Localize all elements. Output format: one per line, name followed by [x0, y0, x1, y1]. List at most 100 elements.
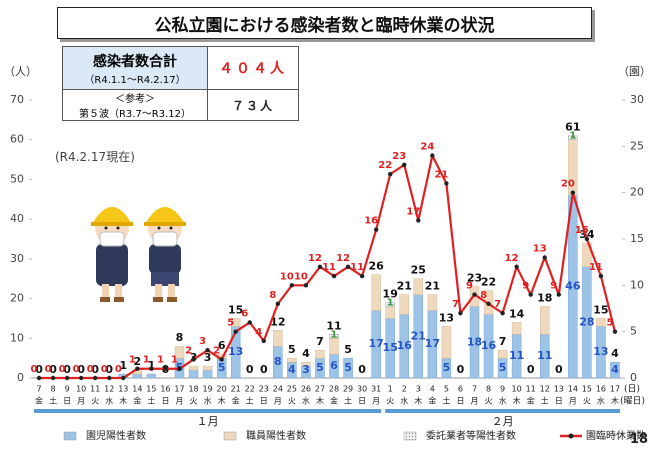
ref-label: ＜参考＞ — [115, 94, 155, 105]
total-label: 23 — [467, 272, 482, 285]
x-tick-label: 12 — [104, 385, 114, 394]
total-label: 0 — [457, 363, 465, 376]
month-label: １月 — [197, 415, 219, 428]
weekday-unit-label: (曜日) — [620, 396, 645, 407]
weekday-label: 日 — [161, 397, 169, 406]
x-tick-label: 23 — [259, 385, 269, 394]
line-label: 12 — [505, 253, 519, 264]
bar-segment — [343, 357, 353, 379]
line-label: 11 — [322, 262, 336, 273]
bar-segment — [596, 318, 606, 327]
y-tick-label: 40 — [10, 212, 24, 225]
bar-segment — [539, 306, 550, 335]
line-point — [177, 366, 182, 371]
children-label: 8 — [274, 355, 282, 368]
y-tick-label: 0 — [17, 371, 24, 384]
line-label: 0 — [45, 364, 52, 375]
line-label: 8 — [269, 290, 276, 301]
y2-tick-label: 10 — [630, 278, 644, 291]
weekday-label: 月 — [372, 397, 380, 406]
children-label: 4 — [288, 363, 296, 376]
x-tick-label: 10 — [512, 385, 522, 394]
total-label: 6 — [218, 339, 226, 352]
line-label: 11 — [589, 262, 603, 273]
total-label: 13 — [439, 311, 454, 324]
line-label: 1 — [129, 355, 136, 366]
y-tick-label: 20 — [10, 292, 24, 305]
total-label: 15 — [228, 303, 243, 316]
line-label: 8 — [480, 290, 487, 301]
line-label: 21 — [434, 169, 448, 180]
weekday-label: 木 — [414, 396, 422, 406]
bar-segment — [596, 326, 606, 379]
bar-segment — [385, 306, 395, 319]
line-point — [584, 236, 590, 242]
line-label: 7 — [452, 299, 459, 310]
total-label: 0 — [527, 363, 535, 376]
x-tick-label: 17 — [610, 385, 620, 394]
line-point — [500, 310, 505, 316]
bar-segment — [497, 349, 508, 359]
total-label: 7 — [316, 335, 324, 348]
line-label: 0 — [115, 364, 122, 375]
bar-segment — [273, 330, 283, 347]
x-tick-label: 9 — [500, 385, 505, 394]
line-label: 20 — [561, 179, 575, 190]
total-label: 0 — [77, 363, 85, 376]
weekday-label: 火 — [583, 397, 591, 406]
weekday-label: 土 — [49, 396, 57, 406]
total-label: 3 — [190, 351, 198, 364]
weekday-label: 月 — [569, 397, 577, 406]
x-tick-label: 14 — [568, 385, 578, 394]
weekday-label: 土 — [246, 396, 254, 406]
x-tick-label: 31 — [371, 385, 381, 394]
x-tick-label: 16 — [160, 385, 170, 394]
line-point — [486, 301, 491, 307]
x-tick-label: 3 — [416, 385, 421, 394]
month-strip — [385, 409, 620, 413]
bar-segment — [385, 302, 395, 307]
bar-segment — [399, 294, 410, 315]
line-point — [64, 375, 70, 381]
x-tick-label: 7 — [36, 385, 41, 394]
children-label: 15 — [383, 341, 398, 354]
y2-axis-label: （園） — [618, 65, 650, 78]
weekday-label: 木 — [316, 396, 324, 406]
children-label: 28 — [579, 315, 594, 328]
line-point — [191, 357, 196, 362]
x-tick-label: 14 — [132, 385, 142, 394]
x-tick-label: 5 — [444, 385, 449, 394]
total-label: 34 — [579, 228, 595, 241]
line-point — [135, 366, 140, 371]
line-label: 15 — [575, 225, 589, 236]
line-point — [388, 171, 393, 177]
line-point — [514, 264, 519, 269]
total-label: 8 — [176, 331, 184, 344]
bar-segment — [301, 361, 311, 367]
line-label: 9 — [550, 281, 557, 292]
bar-segment — [230, 326, 241, 379]
children-label: 13 — [228, 345, 243, 358]
weekday-label: 月 — [77, 397, 85, 406]
y-tick-label: 50 — [10, 172, 24, 185]
total-label: 0 — [63, 363, 71, 376]
bar-segment — [216, 357, 227, 379]
weekday-label: 火 — [485, 397, 493, 406]
weekday-label: 火 — [190, 397, 198, 406]
line-label: 7 — [494, 299, 501, 310]
line-point — [219, 357, 224, 362]
x-tick-label: 2 — [402, 385, 407, 394]
weekday-label: 日 — [63, 397, 71, 406]
total-label: 1 — [148, 359, 156, 372]
line-label: 1 — [171, 355, 178, 366]
line-label: 1 — [143, 355, 150, 366]
bar-segment — [230, 318, 241, 327]
weekday-label: 日 — [358, 397, 366, 406]
line-point — [542, 255, 547, 260]
weekday-label: 水 — [597, 396, 605, 406]
total-label: 5 — [288, 343, 296, 356]
line-label: 13 — [533, 244, 547, 255]
line-label: 2 — [213, 345, 220, 356]
bar-segment — [469, 286, 480, 307]
